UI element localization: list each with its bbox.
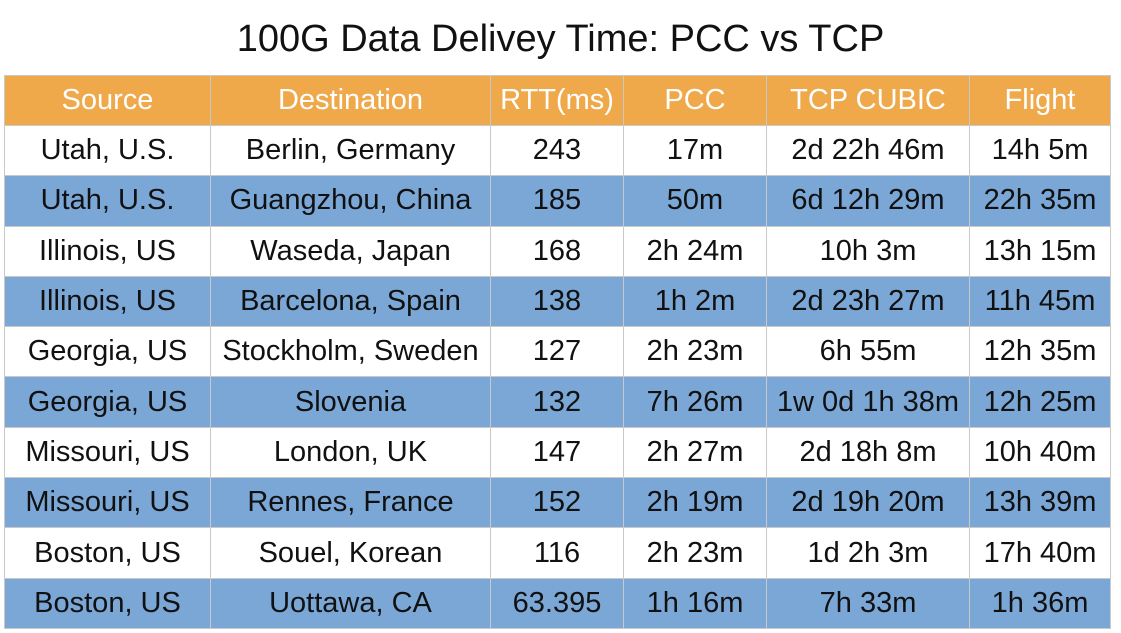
cell-destination: Uottawa, CA <box>210 577 491 629</box>
table-body: Utah, U.S. Berlin, Germany 243 17m 2d 22h 46… <box>4 124 1111 629</box>
cell-destination: Waseda, Japan <box>210 225 491 277</box>
cell-rtt: 168 <box>490 225 624 277</box>
cell-flight: 13h 39m <box>969 477 1111 529</box>
table-row: Utah, U.S. Guangzhou, China 185 50m 6d 12h 2… <box>4 175 1111 227</box>
table-row: Georgia, US Slovenia 132 7h 26m 1w 0d 1h 38m… <box>4 376 1111 428</box>
cell-pcc: 7h 26m <box>623 376 767 428</box>
cell-destination: Souel, Korean <box>210 527 491 579</box>
header-source: Source <box>4 75 211 126</box>
cell-flight: 12h 35m <box>969 326 1111 378</box>
cell-source: Missouri, US <box>4 426 211 479</box>
cell-source: Georgia, US <box>4 376 211 428</box>
cell-flight: 1h 36m <box>969 577 1111 629</box>
cell-pcc: 2h 23m <box>623 326 767 378</box>
table-row: Utah, U.S. Berlin, Germany 243 17m 2d 22h 46… <box>4 124 1111 177</box>
cell-tcp-cubic: 6d 12h 29m <box>766 175 970 227</box>
header-destination: Destination <box>210 75 491 126</box>
table-row: Missouri, US Rennes, France 152 2h 19m 2d 19… <box>4 477 1111 529</box>
chart-title: 100G Data Delivey Time: PCC vs TCP <box>236 18 885 60</box>
cell-rtt: 152 <box>490 477 624 529</box>
cell-destination: Barcelona, Spain <box>210 275 491 328</box>
cell-flight: 11h 45m <box>969 275 1111 328</box>
cell-rtt: 243 <box>490 124 624 177</box>
cell-pcc: 1h 2m <box>623 275 767 328</box>
cell-pcc: 2h 23m <box>623 527 767 579</box>
cell-flight: 22h 35m <box>969 175 1111 227</box>
cell-source: Utah, U.S. <box>4 124 211 177</box>
cell-pcc: 2h 27m <box>623 426 767 479</box>
cell-flight: 12h 25m <box>969 376 1111 428</box>
delivery-time-table: Source Destination RTT(ms) PCC TCP CUBIC Flig… <box>4 75 1111 629</box>
cell-source: Boston, US <box>4 527 211 579</box>
cell-flight: 17h 40m <box>969 527 1111 579</box>
cell-rtt: 116 <box>490 527 624 579</box>
cell-tcp-cubic: 10h 3m <box>766 225 970 277</box>
cell-rtt: 185 <box>490 175 624 227</box>
cell-tcp-cubic: 6h 55m <box>766 326 970 378</box>
cell-tcp-cubic: 2d 19h 20m <box>766 477 970 529</box>
cell-tcp-cubic: 2d 18h 8m <box>766 426 970 479</box>
cell-tcp-cubic: 1d 2h 3m <box>766 527 970 579</box>
table-row: Illinois, US Barcelona, Spain 138 1h 2m 2d 2… <box>4 275 1111 328</box>
cell-tcp-cubic: 7h 33m <box>766 577 970 629</box>
cell-destination: Rennes, France <box>210 477 491 529</box>
cell-source: Georgia, US <box>4 326 211 378</box>
cell-tcp-cubic: 1w 0d 1h 38m <box>766 376 970 428</box>
table-row: Missouri, US London, UK 147 2h 27m 2d 18h 8m… <box>4 426 1111 479</box>
table-row: Boston, US Souel, Korean 116 2h 23m 1d 2h 3m… <box>4 527 1111 579</box>
cell-flight: 13h 15m <box>969 225 1111 277</box>
cell-destination: Guangzhou, China <box>210 175 491 227</box>
table-row: Boston, US Uottawa, CA 63.395 1h 16m 7h 33m 1… <box>4 577 1111 629</box>
cell-source: Illinois, US <box>4 275 211 328</box>
cell-source: Missouri, US <box>4 477 211 529</box>
cell-rtt: 147 <box>490 426 624 479</box>
header-pcc: PCC <box>623 75 767 126</box>
header-flight: Flight <box>969 75 1111 126</box>
cell-pcc: 2h 19m <box>623 477 767 529</box>
cell-rtt: 132 <box>490 376 624 428</box>
cell-destination: Stockholm, Sweden <box>210 326 491 378</box>
cell-flight: 14h 5m <box>969 124 1111 177</box>
table-row: Georgia, US Stockholm, Sweden 127 2h 23m 6h … <box>4 326 1111 378</box>
cell-destination: Slovenia <box>210 376 491 428</box>
cell-pcc: 50m <box>623 175 767 227</box>
table-header-row: Source Destination RTT(ms) PCC TCP CUBIC Flig… <box>4 75 1111 126</box>
cell-pcc: 2h 24m <box>623 225 767 277</box>
table-row: Illinois, US Waseda, Japan 168 2h 24m 10h 3m… <box>4 225 1111 277</box>
cell-source: Boston, US <box>4 577 211 629</box>
cell-destination: London, UK <box>210 426 491 479</box>
cell-rtt: 127 <box>490 326 624 378</box>
cell-rtt: 138 <box>490 275 624 328</box>
cell-flight: 10h 40m <box>969 426 1111 479</box>
cell-tcp-cubic: 2d 22h 46m <box>766 124 970 177</box>
cell-pcc: 1h 16m <box>623 577 767 629</box>
cell-tcp-cubic: 2d 23h 27m <box>766 275 970 328</box>
cell-source: Illinois, US <box>4 225 211 277</box>
header-rtt: RTT(ms) <box>490 75 624 126</box>
cell-rtt: 63.395 <box>490 577 624 629</box>
cell-destination: Berlin, Germany <box>210 124 491 177</box>
cell-source: Utah, U.S. <box>4 175 211 227</box>
header-tcp-cubic: TCP CUBIC <box>766 75 970 126</box>
cell-pcc: 17m <box>623 124 767 177</box>
